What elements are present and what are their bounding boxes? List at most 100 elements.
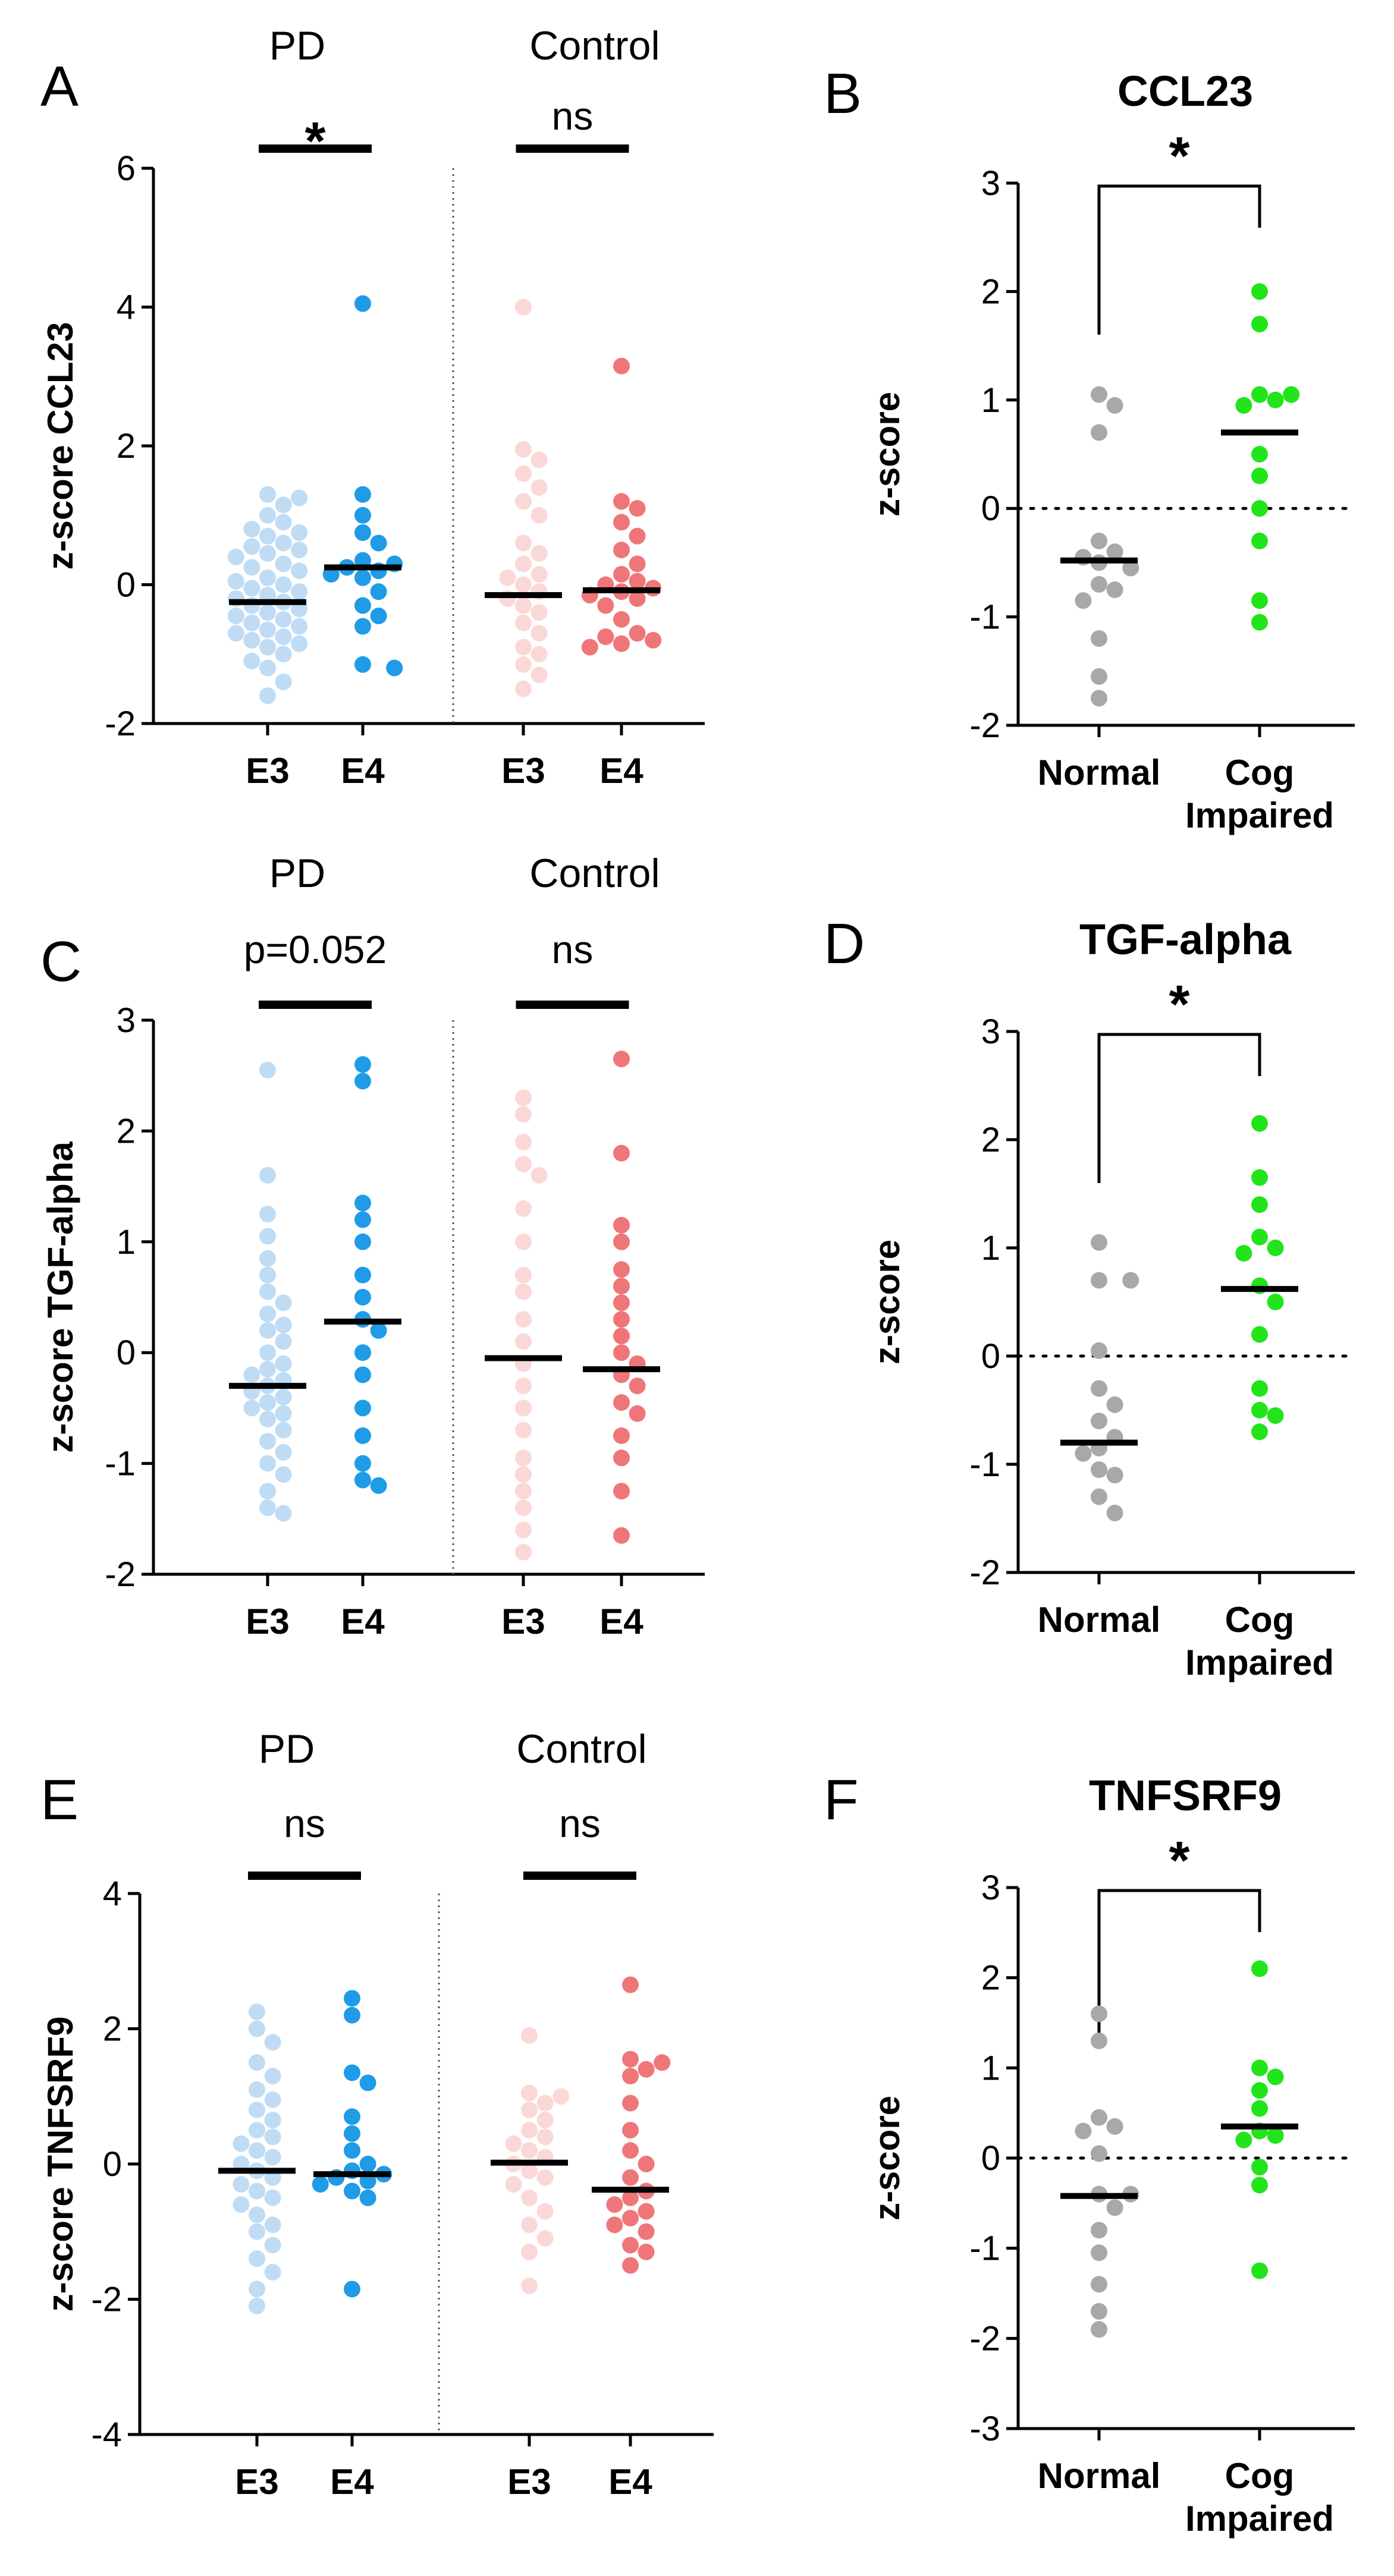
data-point: [1091, 386, 1107, 403]
data-point: [227, 573, 244, 590]
data-point: [1235, 1245, 1252, 1262]
data-point: [354, 1427, 371, 1444]
data-point: [515, 1266, 532, 1284]
significance-bracket: [1097, 184, 1261, 335]
data-point: [1251, 283, 1268, 300]
data-point: [521, 2216, 538, 2234]
data-point: [275, 1355, 292, 1372]
x-category-label: Normal: [1038, 753, 1161, 792]
data-point: [249, 2206, 265, 2223]
data-point: [1091, 424, 1107, 441]
data-point: [515, 576, 532, 593]
data-point: [613, 357, 630, 375]
panel-e: E -4 -2 0 2 4 E3 E4 E3 E4 z-score TNFSRF9 PD Control…: [40, 1726, 714, 2502]
data-point: [515, 1399, 532, 1417]
data-point: [530, 545, 548, 562]
data-point: [291, 489, 308, 507]
x-category-label: E3: [507, 2462, 551, 2502]
y-tick-label: 4: [103, 1874, 122, 1913]
data-point: [515, 1333, 532, 1350]
data-point: [1267, 2127, 1284, 2144]
y-tick-label: 0: [981, 2139, 1000, 2178]
data-point: [1091, 668, 1107, 685]
data-point: [629, 573, 646, 590]
data-point: [515, 1156, 532, 1173]
data-point: [1235, 397, 1252, 414]
data-point: [515, 298, 532, 316]
data-point: [521, 2243, 538, 2260]
group-label: PD: [269, 851, 325, 896]
data-point: [249, 2003, 265, 2021]
y-tick-label: 0: [117, 566, 136, 605]
data-point: [1091, 1380, 1107, 1397]
data-point: [259, 1228, 276, 1245]
data-point: [1106, 581, 1123, 598]
data-point: [1091, 1342, 1107, 1359]
data-point: [275, 611, 292, 628]
data-point: [515, 1466, 532, 1483]
data-point: [249, 2020, 265, 2037]
data-point: [613, 1344, 630, 1361]
data-point: [259, 1411, 276, 1428]
panel-letter: B: [824, 62, 862, 125]
data-point: [629, 500, 646, 517]
data-point: [515, 493, 532, 510]
data-point: [354, 1399, 371, 1417]
y-tick-label: -2: [105, 1555, 136, 1594]
x-category-label-line: Cog: [1225, 2456, 1295, 2496]
data-point: [1106, 1467, 1123, 1484]
x-category-label-line: Impaired: [1185, 795, 1334, 835]
data-point: [629, 1377, 646, 1395]
y-tick-label: 2: [981, 1959, 1000, 1998]
data-point: [1075, 592, 1092, 609]
data-point: [515, 597, 532, 614]
data-point: [264, 2128, 281, 2146]
y-axis-label: z-score: [867, 2096, 907, 2220]
comparison-label: *: [304, 112, 325, 171]
data-point: [264, 2149, 281, 2166]
data-point: [530, 1166, 548, 1184]
x-category-label-line: Impaired: [1185, 2499, 1334, 2539]
data-point: [1122, 559, 1139, 577]
y-tick-label: 4: [117, 288, 136, 327]
data-point: [370, 1322, 387, 1339]
data-point: [275, 534, 292, 552]
data-point: [1091, 532, 1107, 549]
group-label: Control: [516, 1726, 646, 1772]
data-point: [1091, 2303, 1107, 2320]
data-point: [613, 1278, 630, 1295]
data-point: [354, 1056, 371, 1073]
panel-b: B -2 -1 0 1 2 3 Normal Cog Impaired z-score CCL23 *: [824, 62, 1357, 835]
data-point: [249, 2081, 265, 2098]
data-point: [354, 1471, 371, 1489]
data-point: [1091, 2276, 1107, 2293]
data-point: [227, 548, 244, 565]
data-point: [521, 2189, 538, 2206]
x-category-label: E3: [235, 2462, 278, 2502]
data-point: [622, 2189, 639, 2206]
significance-bracket: [1097, 1033, 1261, 1183]
data-point: [1122, 1272, 1139, 1289]
data-point: [1091, 2005, 1107, 2023]
data-point: [354, 1344, 371, 1361]
data-point: [530, 479, 548, 496]
x-category-label: Cog Impaired: [1185, 753, 1334, 835]
data-point: [629, 625, 646, 642]
x-category-label: Cog Impaired: [1185, 1600, 1334, 1682]
data-point: [227, 608, 244, 625]
data-point: [613, 1261, 630, 1278]
data-point: [622, 2050, 639, 2068]
data-point: [259, 1455, 276, 1472]
data-point: [354, 507, 371, 524]
data-point: [264, 2189, 281, 2206]
data-point: [552, 2088, 570, 2105]
data-point: [264, 2112, 281, 2129]
data-point: [1251, 500, 1268, 517]
data-point: [1251, 1380, 1268, 1397]
data-point: [243, 652, 260, 669]
data-point: [1251, 592, 1268, 609]
y-tick-label: 3: [981, 1012, 1000, 1051]
data-point: [249, 2122, 265, 2139]
x-category-label: E4: [341, 1602, 385, 1641]
data-point: [638, 2243, 655, 2260]
